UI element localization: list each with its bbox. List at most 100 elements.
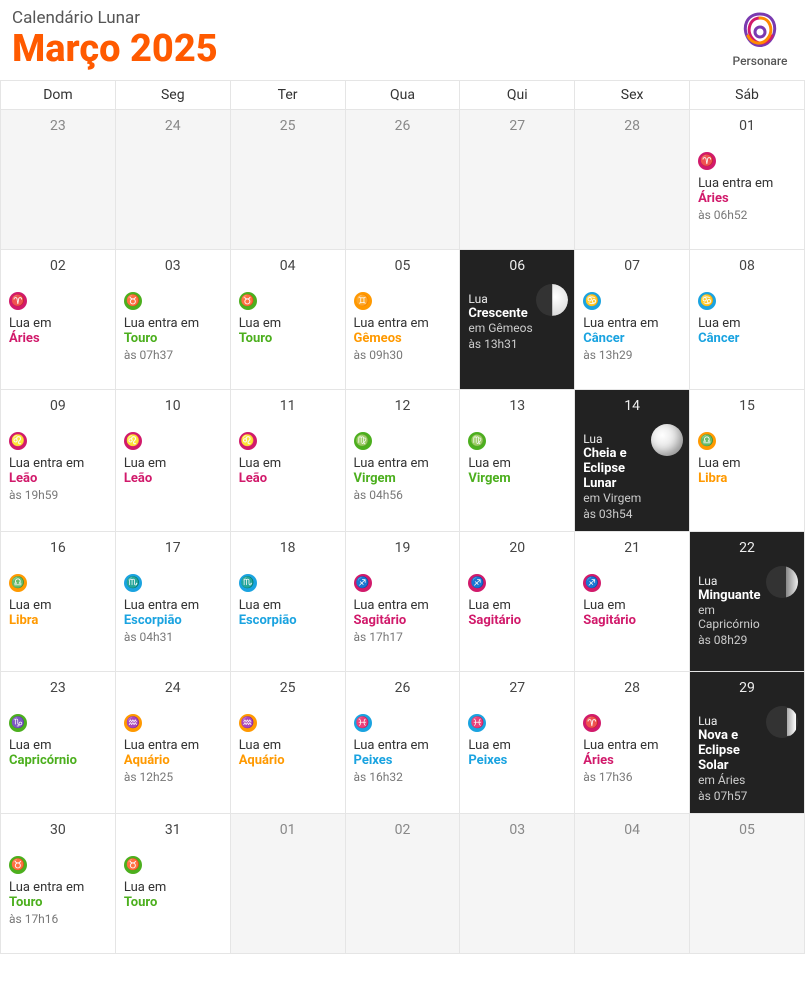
brand-logo: Personare [725, 8, 795, 68]
phase-text: LuaCheia e Eclipse Lunarem Virgem [583, 432, 653, 505]
zodiac-icon: ♒ [239, 714, 257, 732]
calendar-cell[interactable]: 02♈Lua emÁries [1, 249, 116, 389]
calendar-cell[interactable]: 30♉Lua entra emTouroàs 17h16 [1, 813, 116, 953]
calendar-cell[interactable]: 25♒Lua emAquário [230, 671, 345, 813]
zodiac-sign: Escorpião [239, 613, 337, 628]
phase-sign: em Gêmeos [468, 321, 538, 335]
calendar-cell[interactable]: 01 [230, 813, 345, 953]
calendar-cell[interactable]: 10♌Lua emLeão [115, 389, 230, 531]
moon-action-text: Lua em [239, 456, 337, 471]
calendar-cell[interactable]: 14LuaCheia e Eclipse Lunarem Virgemàs 03… [575, 389, 690, 531]
calendar-cell[interactable]: 12♍Lua entra emVirgemàs 04h56 [345, 389, 460, 531]
moon-action-text: Lua entra em [9, 880, 107, 895]
moon-action-text: Lua entra em [354, 316, 452, 331]
moon-action-text: Lua em [698, 456, 796, 471]
zodiac-sign: Áries [698, 191, 796, 206]
day-number: 17 [124, 540, 222, 556]
calendar-cell[interactable]: 24♒Lua entra emAquárioàs 12h25 [115, 671, 230, 813]
day-number: 13 [468, 398, 566, 414]
calendar-cell[interactable]: 23♑Lua emCapricórnio [1, 671, 116, 813]
zodiac-sign: Câncer [698, 331, 796, 346]
day-number: 08 [698, 258, 796, 274]
day-number: 09 [9, 398, 107, 414]
day-number: 29 [698, 680, 796, 696]
weekday-header: Qui [460, 80, 575, 109]
zodiac-icon: ♐ [468, 574, 486, 592]
zodiac-sign: Aquário [239, 753, 337, 768]
calendar-cell[interactable]: 04 [575, 813, 690, 953]
calendar-cell[interactable]: 26♓Lua entra emPeixesàs 16h32 [345, 671, 460, 813]
zodiac-sign: Touro [239, 331, 337, 346]
day-number: 03 [468, 822, 566, 838]
calendar-cell[interactable]: 15♎Lua emLibra [690, 389, 805, 531]
calendar-cell[interactable]: 20♐Lua emSagitário [460, 531, 575, 671]
calendar-cell[interactable]: 19♐Lua entra emSagitárioàs 17h17 [345, 531, 460, 671]
zodiac-sign: Peixes [354, 753, 452, 768]
phase-time: às 07h57 [698, 789, 796, 803]
calendar-body: 23242526272801♈Lua entra emÁriesàs 06h52… [1, 109, 805, 953]
calendar-table: DomSegTerQuaQuiSexSáb 23242526272801♈Lua… [0, 80, 805, 954]
day-number: 04 [583, 822, 681, 838]
day-number: 31 [124, 822, 222, 838]
calendar-cell[interactable]: 27 [460, 109, 575, 249]
calendar-cell[interactable]: 17♏Lua entra emEscorpiãoàs 04h31 [115, 531, 230, 671]
moon-action-text: Lua em [9, 738, 107, 753]
zodiac-sign: Sagitário [583, 613, 681, 628]
zodiac-sign: Câncer [583, 331, 681, 346]
zodiac-icon: ♈ [583, 714, 601, 732]
zodiac-sign: Leão [9, 471, 107, 486]
calendar-cell[interactable]: 03♉Lua entra emTouroàs 07h37 [115, 249, 230, 389]
day-number: 02 [9, 258, 107, 274]
calendar-cell[interactable]: 28 [575, 109, 690, 249]
moon-action-text: Lua em [698, 316, 796, 331]
weekday-header: Sáb [690, 80, 805, 109]
weekday-header: Dom [1, 80, 116, 109]
calendar-cell[interactable]: 26 [345, 109, 460, 249]
calendar-cell[interactable]: 22LuaMinguanteem Capricórnioàs 08h29 [690, 531, 805, 671]
day-number: 14 [583, 398, 681, 414]
calendar-cell[interactable]: 27♓Lua emPeixes [460, 671, 575, 813]
day-number: 02 [354, 822, 452, 838]
day-number: 23 [9, 680, 107, 696]
day-number: 22 [698, 540, 796, 556]
phase-sign: em Virgem [583, 491, 653, 505]
calendar-cell[interactable]: 06LuaCrescenteem Gêmeosàs 13h31 [460, 249, 575, 389]
calendar-cell[interactable]: 02 [345, 813, 460, 953]
calendar-cell[interactable]: 31♉Lua emTouro [115, 813, 230, 953]
zodiac-sign: Sagitário [468, 613, 566, 628]
calendar-cell[interactable]: 23 [1, 109, 116, 249]
calendar-cell[interactable]: 03 [460, 813, 575, 953]
calendar-cell[interactable]: 18♏Lua emEscorpião [230, 531, 345, 671]
calendar-cell[interactable]: 07♋Lua entra emCânceràs 13h29 [575, 249, 690, 389]
phase-time: às 13h31 [468, 337, 566, 351]
calendar-cell[interactable]: 01♈Lua entra emÁriesàs 06h52 [690, 109, 805, 249]
moon-action-text: Lua entra em [583, 738, 681, 753]
calendar-cell[interactable]: 05♊Lua entra emGêmeosàs 09h30 [345, 249, 460, 389]
calendar-cell[interactable]: 21♐Lua emSagitário [575, 531, 690, 671]
calendar-cell[interactable]: 28♈Lua entra emÁriesàs 17h36 [575, 671, 690, 813]
day-number: 11 [239, 398, 337, 414]
calendar-cell[interactable]: 29LuaNova e Eclipse Solarem Áriesàs 07h5… [690, 671, 805, 813]
calendar-cell[interactable]: 13♍Lua emVirgem [460, 389, 575, 531]
calendar-cell[interactable]: 24 [115, 109, 230, 249]
moon-action-text: Lua entra em [124, 738, 222, 753]
page-title: Março 2025 [12, 30, 218, 70]
day-number: 15 [698, 398, 796, 414]
calendar-cell[interactable]: 16♎Lua emLibra [1, 531, 116, 671]
calendar-cell[interactable]: 08♋Lua emCâncer [690, 249, 805, 389]
calendar-cell[interactable]: 05 [690, 813, 805, 953]
moon-action-text: Lua em [239, 598, 337, 613]
day-number: 05 [354, 258, 452, 274]
moon-icon [536, 284, 568, 316]
calendar-head: DomSegTerQuaQuiSexSáb [1, 80, 805, 109]
moon-action-text: Lua em [468, 598, 566, 613]
zodiac-icon: ♍ [468, 432, 486, 450]
calendar-cell[interactable]: 25 [230, 109, 345, 249]
zodiac-icon: ♉ [124, 292, 142, 310]
calendar-cell[interactable]: 04♉Lua emTouro [230, 249, 345, 389]
day-number: 01 [698, 118, 796, 134]
ingress-time: às 17h36 [583, 770, 681, 784]
calendar-cell[interactable]: 11♌Lua emLeão [230, 389, 345, 531]
phase-name: Crescente [468, 306, 538, 321]
calendar-cell[interactable]: 09♌Lua entra emLeãoàs 19h59 [1, 389, 116, 531]
